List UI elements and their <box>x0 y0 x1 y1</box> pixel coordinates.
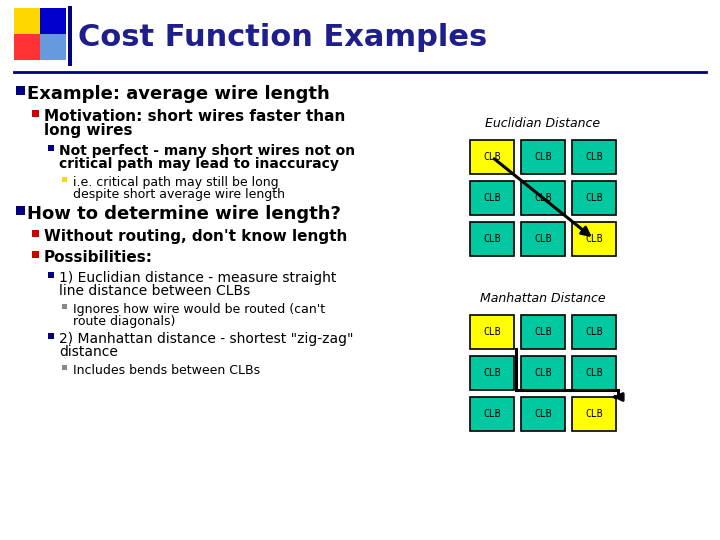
Text: CLB: CLB <box>585 368 603 378</box>
Bar <box>470 140 514 174</box>
Text: Possibilities:: Possibilities: <box>44 250 153 265</box>
Bar <box>48 145 54 151</box>
Text: CLB: CLB <box>585 327 603 337</box>
Bar <box>470 356 514 390</box>
Bar <box>521 315 565 349</box>
Bar <box>572 315 616 349</box>
Text: Manhattan Distance: Manhattan Distance <box>480 292 606 305</box>
Text: CLB: CLB <box>483 409 501 419</box>
Text: critical path may lead to inaccuracy: critical path may lead to inaccuracy <box>59 157 339 171</box>
Text: CLB: CLB <box>534 152 552 162</box>
Bar <box>48 333 54 339</box>
Bar <box>521 222 565 256</box>
Bar <box>62 304 67 309</box>
Text: CLB: CLB <box>483 234 501 244</box>
Bar <box>40 8 66 34</box>
Text: i.e. critical path may still be long: i.e. critical path may still be long <box>73 176 279 189</box>
Text: CLB: CLB <box>483 368 501 378</box>
Bar <box>470 181 514 215</box>
Bar <box>16 206 25 215</box>
Bar <box>14 34 40 60</box>
Text: Motivation: short wires faster than: Motivation: short wires faster than <box>44 109 346 124</box>
Bar <box>572 222 616 256</box>
Text: despite short average wire length: despite short average wire length <box>73 188 285 201</box>
Bar <box>32 251 39 258</box>
Bar <box>521 181 565 215</box>
Bar <box>521 356 565 390</box>
Text: 1) Euclidian distance - measure straight: 1) Euclidian distance - measure straight <box>59 271 336 285</box>
Text: CLB: CLB <box>483 152 501 162</box>
Text: 2) Manhattan distance - shortest "zig-zag": 2) Manhattan distance - shortest "zig-za… <box>59 332 354 346</box>
Bar <box>470 315 514 349</box>
Text: CLB: CLB <box>585 152 603 162</box>
Text: route diagonals): route diagonals) <box>73 315 176 328</box>
Bar <box>68 6 71 66</box>
Bar <box>521 140 565 174</box>
Text: Euclidian Distance: Euclidian Distance <box>485 117 600 130</box>
Text: CLB: CLB <box>585 193 603 203</box>
Text: CLB: CLB <box>483 193 501 203</box>
Text: How to determine wire length?: How to determine wire length? <box>27 205 341 223</box>
Text: CLB: CLB <box>534 193 552 203</box>
Text: CLB: CLB <box>534 234 552 244</box>
Text: CLB: CLB <box>534 327 552 337</box>
Text: Not perfect - many short wires not on: Not perfect - many short wires not on <box>59 144 355 158</box>
Text: distance: distance <box>59 345 118 359</box>
Text: Without routing, don't know length: Without routing, don't know length <box>44 229 347 244</box>
Bar <box>16 86 25 95</box>
Bar <box>62 365 67 370</box>
Text: CLB: CLB <box>534 409 552 419</box>
Text: Ignores how wire would be routed (can't: Ignores how wire would be routed (can't <box>73 303 325 316</box>
Text: CLB: CLB <box>585 234 603 244</box>
Text: CLB: CLB <box>585 409 603 419</box>
Text: CLB: CLB <box>534 368 552 378</box>
Bar <box>521 397 565 431</box>
Text: Includes bends between CLBs: Includes bends between CLBs <box>73 364 260 377</box>
Text: line distance between CLBs: line distance between CLBs <box>59 284 251 298</box>
Bar <box>48 272 54 278</box>
Bar <box>14 8 40 34</box>
Bar <box>572 140 616 174</box>
Bar <box>572 356 616 390</box>
Bar <box>470 397 514 431</box>
Text: long wires: long wires <box>44 123 132 138</box>
Bar <box>40 34 66 60</box>
Bar <box>572 397 616 431</box>
Bar <box>32 110 39 117</box>
Bar <box>470 222 514 256</box>
Bar <box>572 181 616 215</box>
Text: Cost Function Examples: Cost Function Examples <box>78 23 487 51</box>
Text: Example: average wire length: Example: average wire length <box>27 85 330 103</box>
Bar <box>62 177 67 182</box>
Text: CLB: CLB <box>483 327 501 337</box>
Bar <box>32 230 39 237</box>
